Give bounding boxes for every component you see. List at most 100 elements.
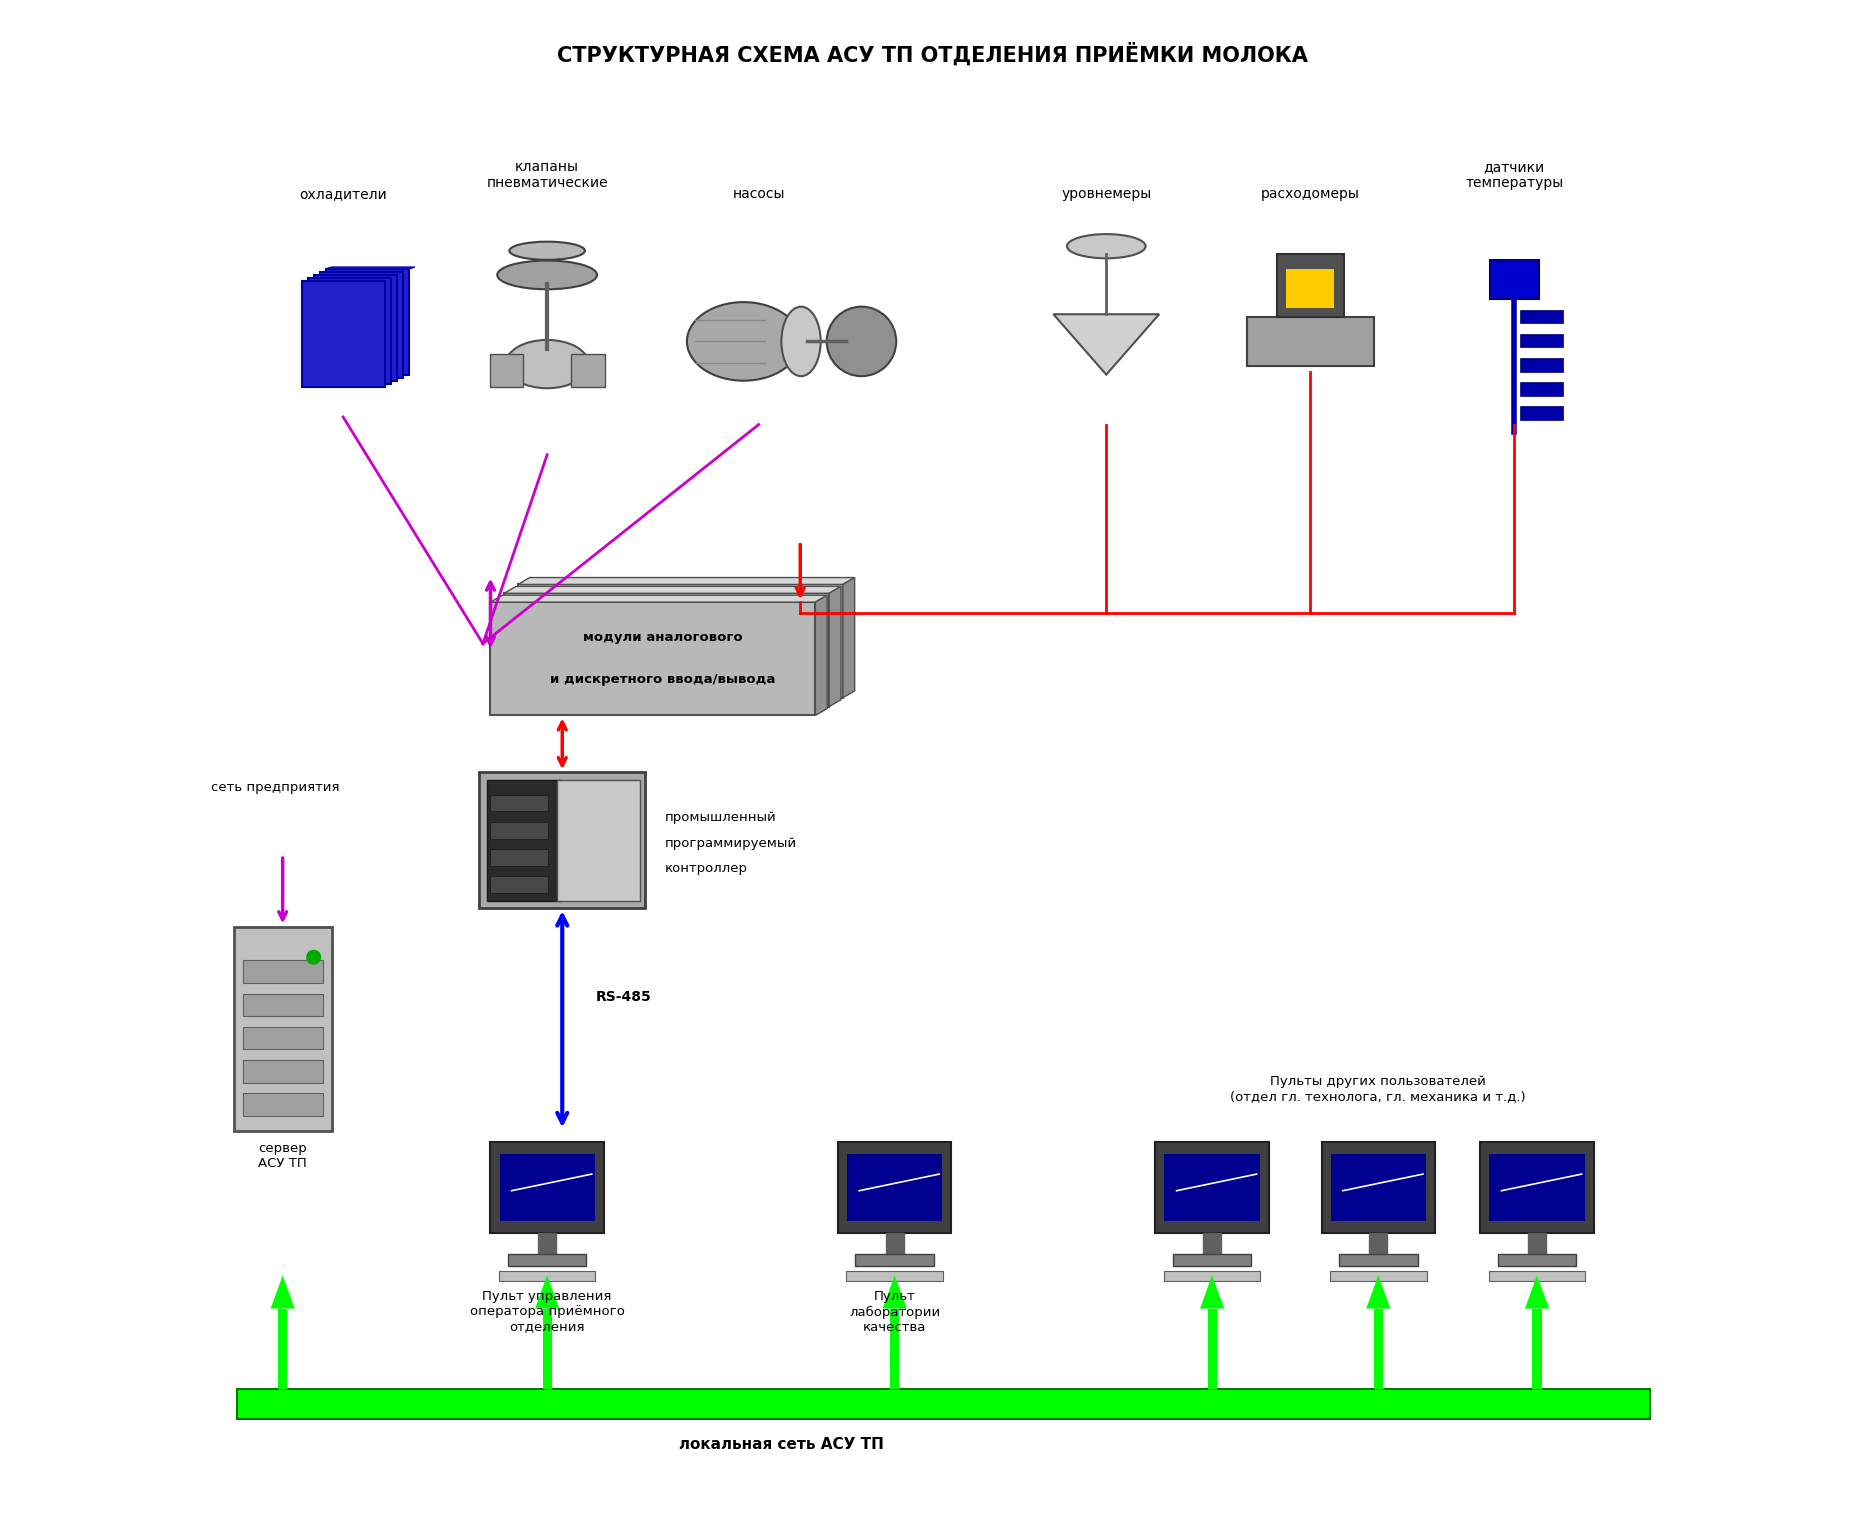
- FancyBboxPatch shape: [1277, 254, 1342, 318]
- Polygon shape: [1199, 1275, 1223, 1308]
- Bar: [1163, 1270, 1260, 1281]
- Text: Пульт управления
оператора приёмного
отделения: Пульт управления оператора приёмного отд…: [470, 1290, 624, 1334]
- Polygon shape: [539, 1232, 555, 1257]
- Text: датчики
температуры: датчики температуры: [1465, 160, 1562, 191]
- Bar: [242, 1093, 322, 1116]
- Polygon shape: [308, 279, 391, 383]
- FancyBboxPatch shape: [490, 1143, 604, 1232]
- Bar: [1329, 1270, 1426, 1281]
- Bar: [490, 877, 548, 893]
- Text: насосы: насосы: [733, 186, 785, 201]
- Bar: [1532, 1308, 1542, 1388]
- Text: сеть предприятия: сеть предприятия: [211, 781, 339, 793]
- Bar: [1487, 1270, 1584, 1281]
- Text: СТРУКТУРНАЯ СХЕМА АСУ ТП ОТДЕЛЕНИЯ ПРИЁМКИ МОЛОКА: СТРУКТУРНАЯ СХЕМА АСУ ТП ОТДЕЛЕНИЯ ПРИЁМ…: [557, 42, 1307, 67]
- Bar: [1519, 310, 1562, 324]
- FancyBboxPatch shape: [557, 780, 639, 901]
- Text: расходомеры: расходомеры: [1260, 186, 1359, 201]
- Polygon shape: [1527, 1232, 1545, 1257]
- FancyBboxPatch shape: [500, 1155, 595, 1220]
- Bar: [237, 1388, 1650, 1419]
- Ellipse shape: [509, 242, 585, 260]
- Bar: [278, 1308, 287, 1388]
- Ellipse shape: [505, 341, 589, 388]
- FancyBboxPatch shape: [1480, 1143, 1594, 1232]
- FancyBboxPatch shape: [1322, 1143, 1433, 1232]
- Bar: [1519, 382, 1562, 395]
- Polygon shape: [882, 1275, 906, 1308]
- Bar: [1374, 1308, 1381, 1388]
- Text: контроллер: контроллер: [665, 863, 747, 875]
- Bar: [242, 1060, 322, 1083]
- Bar: [1172, 1254, 1251, 1266]
- FancyBboxPatch shape: [1489, 1155, 1584, 1220]
- Text: программируемый: программируемый: [665, 837, 796, 849]
- Polygon shape: [270, 1275, 295, 1308]
- Bar: [242, 993, 322, 1016]
- Text: Пульт
лаборатории
качества: Пульт лаборатории качества: [848, 1290, 939, 1334]
- Polygon shape: [1202, 1232, 1221, 1257]
- FancyBboxPatch shape: [846, 1155, 941, 1220]
- FancyBboxPatch shape: [233, 927, 332, 1131]
- Bar: [856, 1254, 934, 1266]
- Polygon shape: [843, 577, 854, 698]
- FancyBboxPatch shape: [1286, 269, 1335, 309]
- Polygon shape: [302, 282, 384, 386]
- Polygon shape: [503, 586, 841, 593]
- Circle shape: [306, 949, 321, 964]
- Bar: [1497, 1254, 1575, 1266]
- Text: промышленный: промышленный: [665, 812, 775, 824]
- Bar: [846, 1270, 943, 1281]
- Bar: [498, 1270, 595, 1281]
- Polygon shape: [518, 577, 854, 584]
- Text: уровнемеры: уровнемеры: [1061, 186, 1150, 201]
- Circle shape: [826, 307, 897, 375]
- Bar: [1338, 1254, 1417, 1266]
- FancyBboxPatch shape: [487, 780, 561, 901]
- Bar: [1206, 1308, 1215, 1388]
- Polygon shape: [319, 273, 403, 377]
- Text: модули аналогового: модули аналогового: [583, 631, 742, 643]
- Bar: [1519, 335, 1562, 347]
- FancyBboxPatch shape: [1331, 1155, 1426, 1220]
- Bar: [542, 1308, 552, 1388]
- FancyBboxPatch shape: [503, 593, 829, 707]
- FancyBboxPatch shape: [837, 1143, 951, 1232]
- Polygon shape: [1053, 315, 1159, 374]
- Bar: [490, 822, 548, 839]
- Bar: [1519, 357, 1562, 371]
- Ellipse shape: [498, 260, 596, 289]
- FancyBboxPatch shape: [1163, 1155, 1258, 1220]
- Ellipse shape: [1066, 235, 1144, 259]
- Ellipse shape: [781, 307, 820, 375]
- Text: локальная сеть АСУ ТП: локальная сеть АСУ ТП: [678, 1437, 884, 1452]
- Text: клапаны
пневматические: клапаны пневматические: [487, 160, 608, 191]
- Polygon shape: [1366, 1275, 1391, 1308]
- FancyBboxPatch shape: [479, 772, 645, 908]
- Bar: [490, 795, 548, 812]
- Bar: [507, 1254, 585, 1266]
- Bar: [490, 849, 548, 866]
- Bar: [242, 960, 322, 983]
- Polygon shape: [885, 1232, 904, 1257]
- Text: и дискретного ввода/вывода: и дискретного ввода/вывода: [550, 674, 775, 686]
- Bar: [889, 1308, 898, 1388]
- FancyBboxPatch shape: [1489, 260, 1538, 300]
- Polygon shape: [326, 269, 408, 374]
- Text: сервер
АСУ ТП: сервер АСУ ТП: [257, 1143, 308, 1170]
- Polygon shape: [1525, 1275, 1549, 1308]
- Polygon shape: [1368, 1232, 1387, 1257]
- Polygon shape: [815, 595, 828, 716]
- FancyBboxPatch shape: [518, 584, 843, 698]
- Text: Пульты других пользователей
(отдел гл. технолога, гл. механика и т.д.): Пульты других пользователей (отдел гл. т…: [1230, 1075, 1525, 1104]
- Polygon shape: [829, 586, 841, 707]
- Ellipse shape: [686, 303, 800, 380]
- FancyBboxPatch shape: [1156, 1143, 1268, 1232]
- Polygon shape: [313, 276, 397, 380]
- FancyBboxPatch shape: [490, 603, 815, 716]
- FancyBboxPatch shape: [1247, 318, 1374, 365]
- Text: RS-485: RS-485: [595, 990, 651, 1004]
- Polygon shape: [326, 266, 414, 269]
- Polygon shape: [490, 595, 828, 603]
- Bar: [490, 353, 522, 386]
